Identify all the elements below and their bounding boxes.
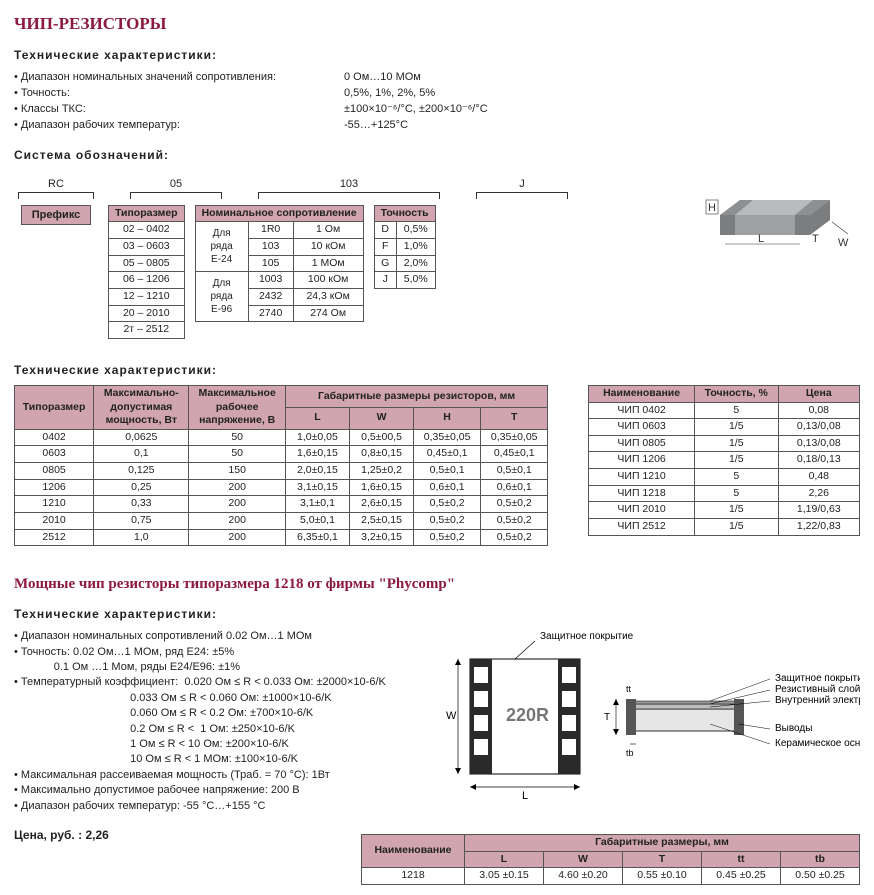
spec-value: 0 Ом…10 МОм (344, 70, 421, 86)
svg-text:tb: tb (626, 748, 634, 758)
svg-text:Внутренний электрод: Внутренний электрод (775, 695, 860, 706)
tol-val: 5,0% (396, 272, 435, 289)
svg-text:W: W (446, 710, 457, 722)
dim-h-label: H (708, 202, 716, 214)
nominal-val: 24,3 кОм (293, 288, 363, 305)
power-spec-line: • Максимально допустимое рабочее напряже… (14, 783, 420, 798)
code-group-label: 103 (254, 178, 444, 190)
spec-value: 0,5%, 1%, 2%, 5% (344, 86, 435, 102)
chip-code: 220R (506, 705, 549, 725)
diagram-top-label: Защитное покрытие (540, 631, 634, 642)
nominal-group: ДлярядаE-24 (195, 222, 248, 272)
power-spec-heading: Технические характеристики: (14, 607, 860, 621)
code-group-label: 05 (126, 178, 226, 190)
tol-code: J (374, 272, 396, 289)
power-spec-line: 0.1 Ом …1 Мом, ряды E24/E96: ±1% (14, 660, 420, 675)
dim-l-label: L (758, 233, 764, 245)
dim1218-table: НаименованиеГабаритные размеры, ммLWTttt… (361, 834, 860, 885)
page-title: ЧИП-РЕЗИСТОРЫ (14, 14, 860, 34)
svg-text:Выводы: Выводы (775, 723, 812, 734)
dim-t-label: T (812, 233, 819, 245)
size-row: 20 – 2010 (109, 305, 185, 322)
spec-label: • Диапазон рабочих температур: (14, 118, 344, 134)
power-spec-line: 10 Ом ≤ R < 1 МОм: ±100×10-6/K (14, 752, 420, 767)
power-spec-line: • Температурный коэффициент: 0.020 Ом ≤ … (14, 675, 420, 690)
size-row: 05 – 0805 (109, 255, 185, 272)
tol-code: F (374, 239, 396, 256)
tol-code: D (374, 222, 396, 239)
power-spec-line: 0.2 Ом ≤ R < 1 Ом: ±250×10-6/K (14, 722, 420, 737)
power-spec-list: • Диапазон номинальных сопротивлений 0.0… (14, 629, 420, 814)
spec2-heading: Технические характеристики: (14, 363, 860, 377)
prefix-box: Префикс (21, 205, 92, 225)
dimensions-table: ТипоразмерМаксимально-допустимая мощност… (14, 385, 548, 546)
nominal-val: 10 кОм (293, 239, 363, 256)
spec-label: • Точность: (14, 86, 344, 102)
power-spec-line: 1 Ом ≤ R < 10 Ом: ±200×10-6/K (14, 737, 420, 752)
nominal-code: 2432 (248, 288, 293, 305)
svg-text:Керамическое основание: Керамическое основание (775, 738, 860, 749)
nominal-code: 1003 (248, 272, 293, 289)
power-spec-line: 0.033 Ом ≤ R < 0.060 Ом: ±1000×10-6/K (14, 691, 420, 706)
code-group-label: J (472, 178, 572, 190)
spec-label: • Диапазон номинальных значений сопротив… (14, 70, 344, 86)
nominal-group: ДлярядаE-96 (195, 272, 248, 322)
price-table: НаименованиеТочность, %ЦенаЧИП 040250,08… (588, 385, 860, 536)
nominal-code: 1R0 (248, 222, 293, 239)
spec-heading: Технические характеристики: (14, 48, 860, 62)
tol-val: 1,0% (396, 239, 435, 256)
size-row: 03 – 0603 (109, 239, 185, 256)
power-spec-line: • Диапазон рабочих температур: -55 °C…+1… (14, 799, 420, 814)
spec-label: • Классы ТКС: (14, 102, 344, 118)
nominal-val: 100 кОм (293, 272, 363, 289)
spec-value: -55…+125°C (344, 118, 408, 134)
nominal-header: Номинальное сопротивление (195, 205, 363, 222)
tol-header: Точность (374, 205, 435, 222)
power-spec-line: • Максимальная рассеиваемая мощность (Тр… (14, 768, 420, 783)
nominal-val: 274 Ом (293, 305, 363, 322)
dim-w-label: W (838, 237, 849, 249)
svg-text:Резистивный слой: Резистивный слой (775, 684, 860, 695)
spec-value: ±100×10⁻⁶/°C, ±200×10⁻⁶/°C (344, 102, 488, 118)
tol-val: 0,5% (396, 222, 435, 239)
power-spec-line: • Точность: 0.02 Ом…1 МОм, ряд E24: ±5% (14, 645, 420, 660)
nominal-code: 103 (248, 239, 293, 256)
code-group-label: RC (14, 178, 98, 190)
size-row: 02 – 0402 (109, 222, 185, 239)
designation-heading: Система обозначений: (14, 148, 860, 162)
size-row: 06 – 1206 (109, 272, 185, 289)
svg-text:Защитное покрытие: Защитное покрытие (775, 673, 860, 684)
svg-text:tt: tt (626, 684, 632, 694)
svg-text:L: L (522, 790, 528, 802)
svg-text:T: T (604, 712, 610, 723)
power-spec-line: 0.060 Ом ≤ R < 0.2 Ом: ±700×10-6/K (14, 706, 420, 721)
power-spec-line: • Диапазон номинальных сопротивлений 0.0… (14, 629, 420, 644)
nominal-val: 1 МОм (293, 255, 363, 272)
chip-3d-icon: H L T W (700, 170, 860, 263)
power-heading: Мощные чип резисторы типоразмера 1218 от… (14, 576, 860, 593)
nominal-val: 1 Ом (293, 222, 363, 239)
size-row: 12 – 1210 (109, 288, 185, 305)
chip-layout-diagram: Защитное покрытие 220R W L (440, 629, 860, 822)
nominal-code: 2740 (248, 305, 293, 322)
nominal-code: 105 (248, 255, 293, 272)
tol-val: 2,0% (396, 255, 435, 272)
power-price-value: 2,26 (85, 828, 108, 842)
power-price-label: Цена, руб. : (14, 828, 82, 842)
size-row: 2т – 2512 (109, 322, 185, 339)
size-table-header: Типоразмер (109, 205, 185, 222)
tol-code: G (374, 255, 396, 272)
spec-list: • Диапазон номинальных значений сопротив… (14, 70, 860, 134)
